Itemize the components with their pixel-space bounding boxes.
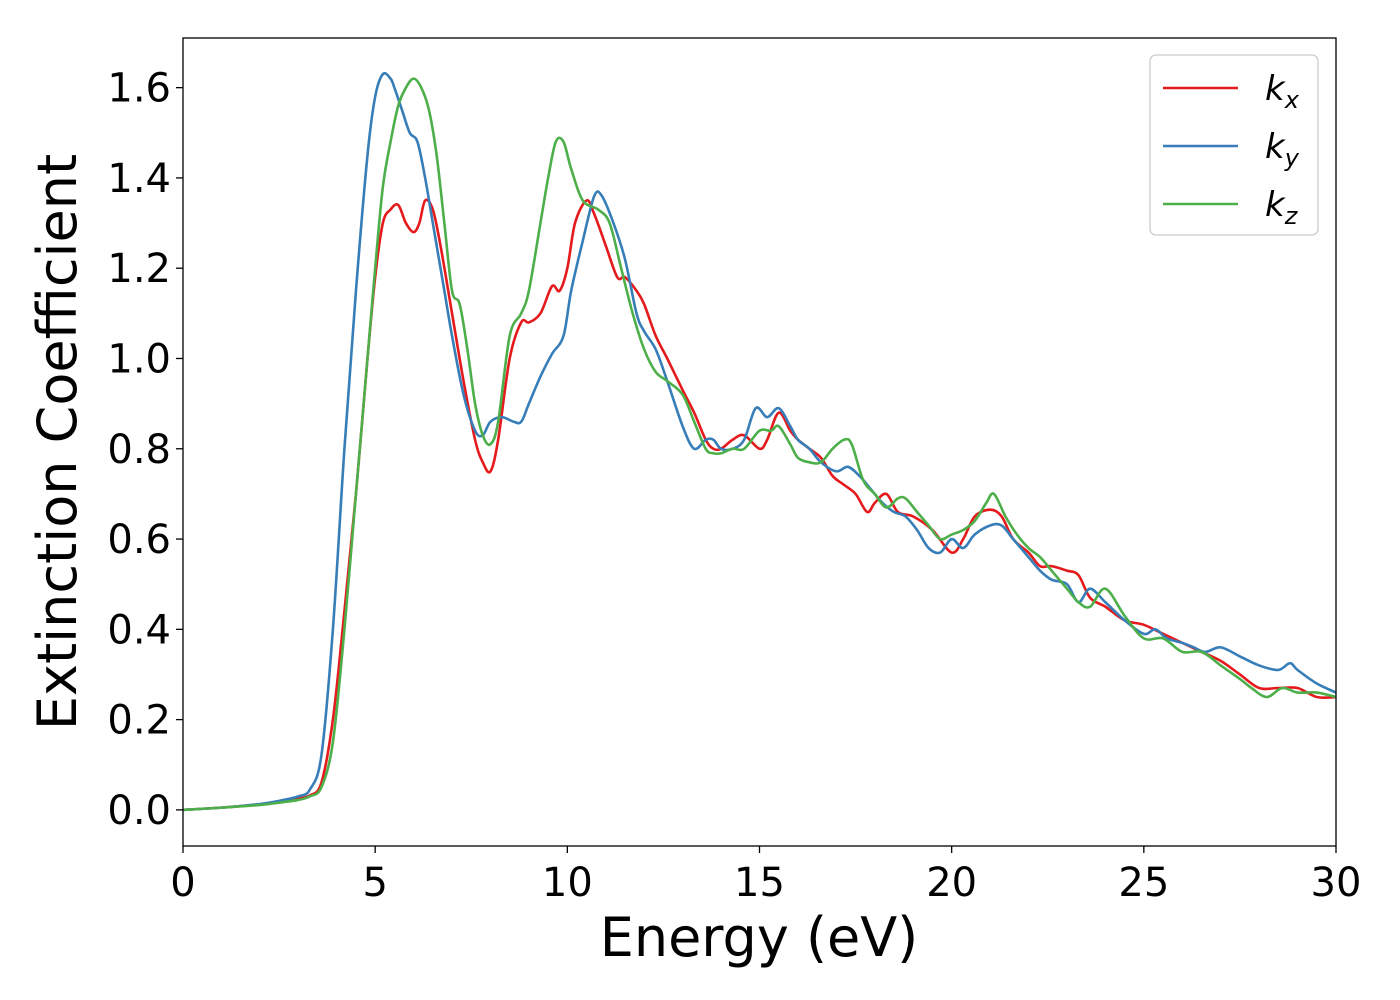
legend: kx ky kz: [1149, 54, 1319, 236]
series-line-k-x: [183, 198, 1336, 812]
plot-lines: [183, 71, 1336, 812]
series-line-k-y: [183, 71, 1336, 812]
y-axis-title: Extinction Coefficient: [26, 154, 89, 730]
y-tick-label: 1.2: [107, 246, 171, 292]
y-tick-label: 1.4: [107, 156, 171, 202]
y-tick-label: 0.8: [107, 427, 171, 473]
y-axis-ticks: 0.0 0.2 0.4 0.6 0.8 1.0 1.2 1.4 1.6: [107, 66, 183, 834]
y-tick-label: 0.4: [107, 607, 171, 653]
y-tick-label: 0.6: [107, 517, 171, 563]
y-tick-label: 1.6: [107, 66, 171, 112]
legend-label-k-z: kz: [1265, 185, 1299, 230]
x-tick-label: 5: [362, 860, 387, 906]
legend-label-k-y: ky: [1265, 127, 1300, 172]
series-line-k-z: [183, 77, 1336, 812]
y-tick-label: 0.2: [107, 698, 171, 744]
y-tick-label: 1.0: [107, 336, 171, 382]
x-tick-label: 25: [1118, 860, 1169, 906]
x-tick-label: 0: [170, 860, 195, 906]
y-tick-label: 0.0: [107, 788, 171, 834]
legend-label-k-x: kx: [1265, 69, 1300, 114]
x-tick-label: 30: [1311, 860, 1362, 906]
x-tick-label: 10: [542, 860, 593, 906]
x-tick-label: 15: [734, 860, 785, 906]
x-axis-title: Energy (eV): [600, 906, 919, 969]
x-axis-ticks: 0 5 10 15 20 25 30: [170, 846, 1361, 906]
x-tick-label: 20: [926, 860, 977, 906]
